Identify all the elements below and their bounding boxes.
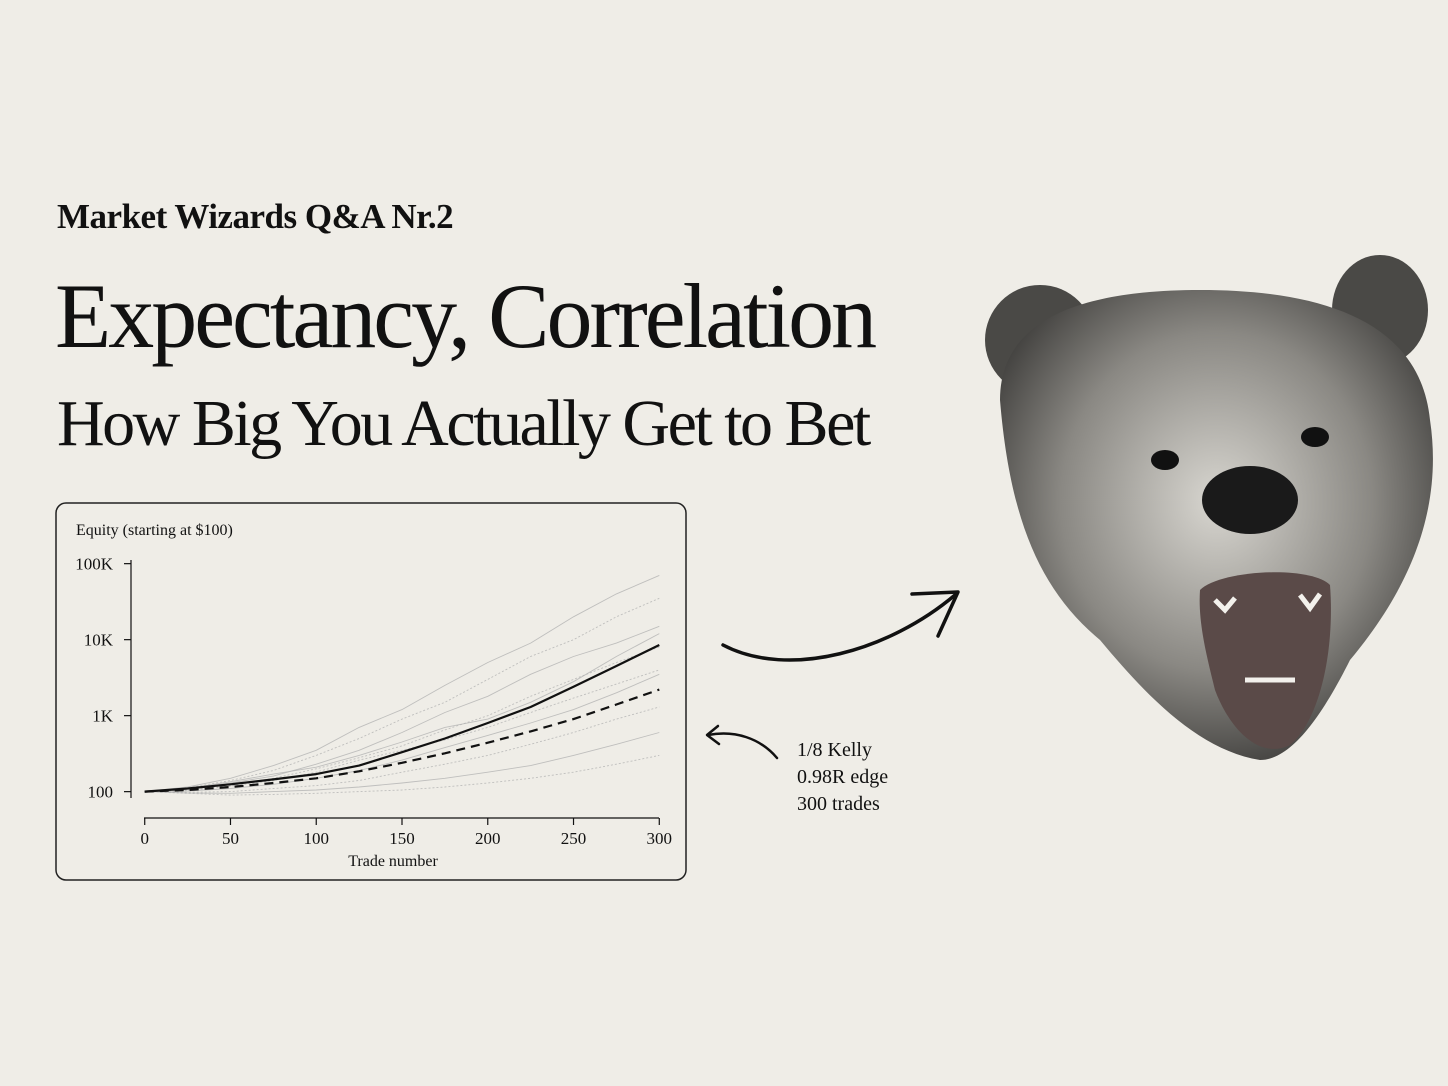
x-tick-label: 50 bbox=[222, 829, 239, 848]
chart-frame bbox=[55, 502, 687, 881]
annotation: 1/8 Kelly 0.98R edge 300 trades bbox=[797, 739, 888, 815]
y-tick-label: 10K bbox=[84, 631, 114, 650]
x-tick-label: 100 bbox=[303, 829, 329, 848]
bear-illustration bbox=[985, 255, 1433, 760]
series-line bbox=[144, 625, 660, 793]
series-line bbox=[144, 597, 660, 793]
y-tick-label: 100K bbox=[75, 555, 114, 574]
series-line bbox=[144, 633, 660, 793]
series-line bbox=[144, 754, 660, 796]
series-line bbox=[144, 644, 660, 793]
x-tick-label: 250 bbox=[561, 829, 587, 848]
series-line bbox=[144, 669, 660, 793]
series-line bbox=[144, 706, 660, 793]
series-line bbox=[144, 688, 660, 793]
note-arrowhead bbox=[705, 724, 721, 746]
x-tick-label: 300 bbox=[647, 829, 673, 848]
title-line-1: Expectancy, Correlation bbox=[55, 265, 876, 367]
big-arrowhead bbox=[910, 590, 960, 638]
annotation-line: 1/8 Kelly bbox=[797, 739, 872, 761]
annotation-line: 0.98R edge bbox=[797, 766, 888, 788]
chart: Equity (starting at $100) Trade number 1… bbox=[75, 522, 672, 870]
x-tick-label: 150 bbox=[389, 829, 415, 848]
annotation-line: 300 trades bbox=[797, 793, 880, 815]
y-tick-label: 1K bbox=[92, 707, 114, 726]
y-axis-label: Equity (starting at $100) bbox=[76, 522, 233, 539]
x-tick-label: 0 bbox=[140, 829, 149, 848]
y-tick-label: 100 bbox=[88, 783, 114, 802]
series-line bbox=[144, 673, 660, 793]
x-tick-label: 200 bbox=[475, 829, 501, 848]
title-line-2: How Big You Actually Get to Bet bbox=[57, 387, 871, 460]
kicker: Market Wizards Q&A Nr.2 bbox=[57, 197, 453, 236]
series-line bbox=[144, 732, 660, 794]
x-axis-label: Trade number bbox=[348, 853, 438, 870]
note-arrow bbox=[706, 732, 779, 760]
big-arrow bbox=[721, 593, 957, 662]
series-line bbox=[144, 574, 660, 793]
